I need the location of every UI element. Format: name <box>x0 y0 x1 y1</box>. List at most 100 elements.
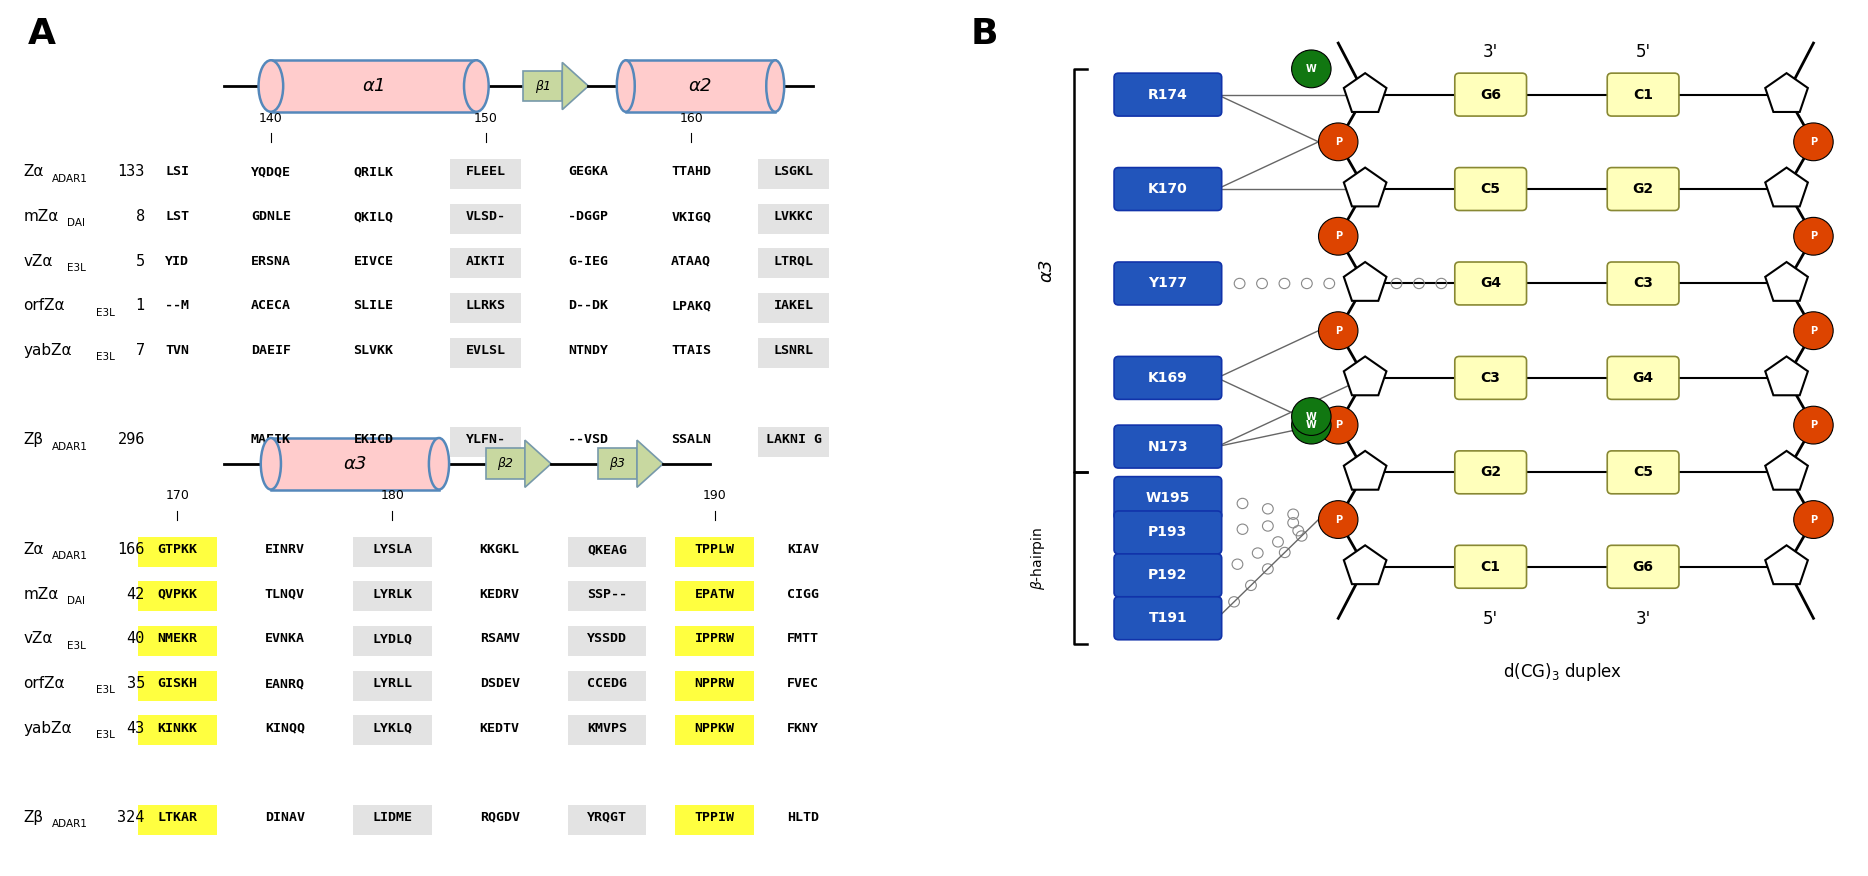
FancyBboxPatch shape <box>568 626 646 656</box>
Polygon shape <box>1343 451 1386 490</box>
Text: SLILE: SLILE <box>353 300 394 313</box>
Text: VKIGQ: VKIGQ <box>671 210 712 223</box>
Text: 180: 180 <box>381 490 403 503</box>
FancyBboxPatch shape <box>138 537 217 567</box>
Text: 160: 160 <box>680 111 702 124</box>
Text: $\alpha$3: $\alpha$3 <box>344 455 366 473</box>
Text: ATAAQ: ATAAQ <box>671 255 712 268</box>
FancyBboxPatch shape <box>676 671 755 701</box>
Text: E3L: E3L <box>95 307 114 318</box>
Circle shape <box>1319 217 1358 255</box>
Circle shape <box>1291 398 1332 435</box>
FancyBboxPatch shape <box>523 71 562 102</box>
FancyBboxPatch shape <box>1455 357 1526 399</box>
Text: C3: C3 <box>1481 371 1500 385</box>
Text: N173: N173 <box>1147 440 1188 454</box>
Circle shape <box>1793 312 1833 350</box>
Text: G6: G6 <box>1633 560 1653 574</box>
Text: QKEAG: QKEAG <box>587 543 628 556</box>
Text: --VSD: --VSD <box>568 434 609 446</box>
Text: B: B <box>971 18 998 52</box>
Text: C5: C5 <box>1633 465 1653 479</box>
Text: $\alpha$1: $\alpha$1 <box>362 77 385 95</box>
Text: 5': 5' <box>1636 43 1651 61</box>
Text: C3: C3 <box>1633 277 1653 291</box>
FancyBboxPatch shape <box>758 203 829 234</box>
Text: 35: 35 <box>127 676 146 691</box>
FancyBboxPatch shape <box>1113 74 1222 117</box>
Polygon shape <box>1765 167 1808 207</box>
Circle shape <box>1793 123 1833 160</box>
Text: 7: 7 <box>136 343 146 358</box>
Text: LSGKL: LSGKL <box>773 166 814 179</box>
Text: TPPLW: TPPLW <box>695 543 734 556</box>
Text: LTRQL: LTRQL <box>773 255 814 268</box>
Text: G6: G6 <box>1479 88 1502 102</box>
Circle shape <box>1319 406 1358 444</box>
Polygon shape <box>1765 451 1808 490</box>
FancyBboxPatch shape <box>1113 554 1222 597</box>
Text: FMTT: FMTT <box>786 632 820 646</box>
FancyBboxPatch shape <box>450 337 521 368</box>
Text: G2: G2 <box>1633 182 1653 196</box>
FancyBboxPatch shape <box>1455 74 1526 117</box>
Text: W: W <box>1306 64 1317 74</box>
Text: KEDTV: KEDTV <box>480 722 519 735</box>
FancyBboxPatch shape <box>568 804 646 835</box>
FancyBboxPatch shape <box>353 716 432 745</box>
Text: LYSLA: LYSLA <box>372 543 413 556</box>
Polygon shape <box>1765 74 1808 112</box>
FancyBboxPatch shape <box>568 537 646 567</box>
Text: FKNY: FKNY <box>786 722 820 735</box>
Text: LYDLQ: LYDLQ <box>372 632 413 646</box>
FancyBboxPatch shape <box>758 337 829 368</box>
Text: 5: 5 <box>136 254 146 269</box>
Text: YID: YID <box>166 255 189 268</box>
Text: vZα: vZα <box>22 254 52 269</box>
Text: NTNDY: NTNDY <box>568 344 609 357</box>
FancyBboxPatch shape <box>758 159 829 189</box>
Text: DSDEV: DSDEV <box>480 677 519 690</box>
Text: LYRLL: LYRLL <box>372 677 413 690</box>
Text: E3L: E3L <box>95 730 114 740</box>
FancyBboxPatch shape <box>676 582 755 611</box>
Text: A: A <box>28 18 56 52</box>
FancyBboxPatch shape <box>676 804 755 835</box>
Text: Zβ: Zβ <box>22 810 43 825</box>
Text: DINAV: DINAV <box>265 811 304 824</box>
Text: EANRQ: EANRQ <box>265 677 304 690</box>
Text: 3': 3' <box>1483 43 1498 61</box>
Text: mZα: mZα <box>22 587 58 602</box>
FancyBboxPatch shape <box>568 582 646 611</box>
Text: GISKH: GISKH <box>157 677 198 690</box>
Circle shape <box>1319 501 1358 539</box>
Circle shape <box>1319 123 1358 160</box>
Text: HLTD: HLTD <box>786 811 820 824</box>
FancyBboxPatch shape <box>1606 167 1679 210</box>
Circle shape <box>1793 217 1833 255</box>
Text: ERSNA: ERSNA <box>250 255 291 268</box>
Text: TPPIW: TPPIW <box>695 811 734 824</box>
Polygon shape <box>637 440 663 487</box>
Text: YSSDD: YSSDD <box>587 632 628 646</box>
FancyBboxPatch shape <box>1455 451 1526 494</box>
Text: DAEIF: DAEIF <box>250 344 291 357</box>
Text: KMVPS: KMVPS <box>587 722 628 735</box>
Text: AIKTI: AIKTI <box>465 255 506 268</box>
Ellipse shape <box>463 60 489 112</box>
Text: LTKAR: LTKAR <box>157 811 198 824</box>
Circle shape <box>1291 406 1332 444</box>
Text: G-IEG: G-IEG <box>568 255 609 268</box>
Text: d(CG)$_3$ duplex: d(CG)$_3$ duplex <box>1504 661 1621 683</box>
Text: G2: G2 <box>1479 465 1502 479</box>
Text: R174: R174 <box>1149 88 1188 102</box>
Text: KIAV: KIAV <box>786 543 820 556</box>
Text: E3L: E3L <box>67 640 86 651</box>
Text: Zα: Zα <box>22 542 43 557</box>
Text: C1: C1 <box>1633 88 1653 102</box>
FancyBboxPatch shape <box>676 537 755 567</box>
Text: P: P <box>1810 137 1818 147</box>
Text: GDNLE: GDNLE <box>250 210 291 223</box>
Ellipse shape <box>616 60 635 112</box>
FancyBboxPatch shape <box>626 60 775 112</box>
